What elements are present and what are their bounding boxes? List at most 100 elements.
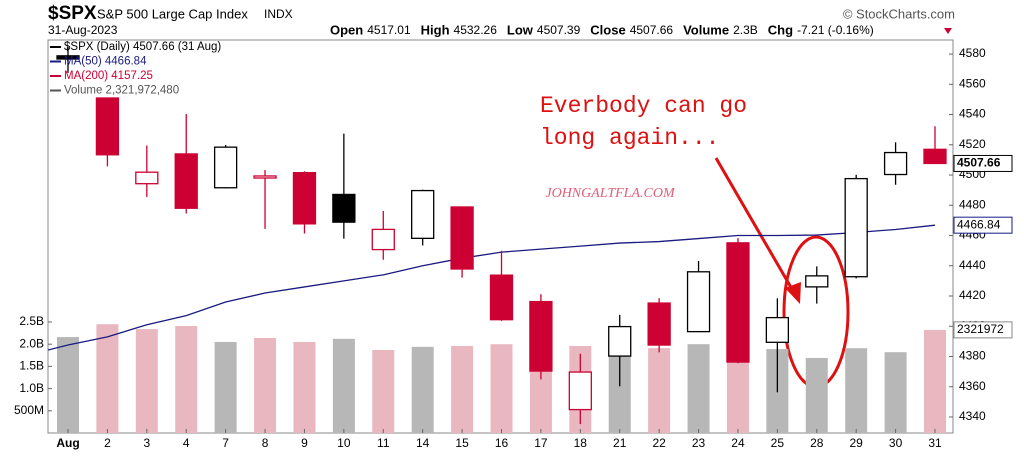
stat-value: 4532.26	[454, 23, 498, 37]
watermark: JOHNGALTFLA.COM	[545, 186, 676, 201]
candle-body	[608, 325, 632, 357]
y-tick-label: 4380	[959, 349, 986, 363]
arrow	[714, 157, 798, 297]
volume-bar	[254, 337, 277, 433]
y-tick-label: 4480	[959, 197, 986, 211]
index-name: S&P 500 Large Cap Index	[97, 6, 248, 21]
volume-bar	[293, 341, 316, 433]
value-tag-box	[953, 154, 1013, 172]
volume-bar	[648, 348, 671, 433]
y-tick-label: 4440	[959, 258, 986, 272]
y2-tick-label: 2.5B	[19, 314, 44, 328]
stat-label: High	[421, 22, 450, 37]
stat-value: 4517.01	[367, 23, 411, 37]
volume-bar	[372, 349, 395, 433]
x-tick-label: 16	[495, 436, 509, 450]
volume-bar	[490, 344, 513, 433]
value-tag-box	[953, 321, 1013, 339]
candle-body	[844, 177, 868, 278]
x-tick-label: 21	[613, 436, 627, 450]
candle-body	[765, 316, 790, 343]
annotation: Everbody can go	[540, 93, 747, 119]
volume-bar	[332, 338, 355, 433]
plot	[48, 47, 947, 433]
stat-label: Close	[590, 22, 625, 37]
x-tick-label: 29	[850, 436, 864, 450]
x-tick-label: 10	[337, 436, 351, 450]
volume-bar	[924, 329, 946, 433]
x-tick-label: 14	[416, 436, 430, 450]
volume-bar	[135, 329, 158, 433]
volume-bar	[214, 341, 237, 433]
volume-bar	[805, 357, 828, 433]
volume-bar	[96, 324, 119, 433]
candle-body	[450, 206, 474, 270]
x-tick-label: 22	[652, 436, 666, 450]
x-tick-label: 24	[731, 436, 745, 450]
stat-label: Chg	[768, 22, 793, 37]
legend-label: Volume 2,321,972,480	[64, 85, 179, 97]
volume-bar	[57, 337, 79, 433]
x-tick-label: 8	[262, 436, 269, 450]
value-tag: 4466.84	[957, 217, 1001, 231]
x-tick-label: 25	[771, 436, 785, 450]
y-tick-label: 4360	[959, 379, 986, 393]
value-tag: 2321972	[957, 322, 1004, 336]
candle-body	[686, 271, 711, 333]
x-tick-label: Aug	[56, 436, 79, 450]
x-tick-label: 31	[928, 436, 942, 450]
exchange: INDX	[264, 7, 293, 21]
stat-value: 2.3B	[733, 23, 758, 37]
stat-value: -7.21 (-0.16%)	[797, 23, 874, 37]
volume-bar	[608, 340, 631, 433]
volume-bar	[687, 344, 710, 433]
down-arrow	[944, 28, 952, 34]
volume-bar	[175, 325, 198, 433]
candle-body	[923, 148, 947, 165]
x-tick-label: 2	[104, 436, 111, 450]
legend-label: $SPX (Daily) 4507.66 (31 Aug)	[64, 41, 221, 53]
date: 31-Aug-2023	[48, 23, 118, 37]
candle-body	[95, 97, 120, 156]
y-tick-label: 4420	[959, 288, 986, 302]
x-tick-label: 28	[810, 436, 824, 450]
value-tag: 4507.66	[957, 156, 1001, 170]
candle-body	[371, 228, 395, 251]
arrow-head	[785, 282, 801, 304]
x-tick-label: 18	[574, 436, 588, 450]
stat-value: 4507.66	[630, 23, 674, 37]
y-tick-label: 4340	[959, 409, 986, 423]
value-tag-box	[953, 216, 1013, 234]
candle-body	[568, 371, 592, 411]
y2-tick-label: 2.0B	[19, 336, 44, 350]
stat-label: Volume	[683, 22, 729, 37]
candle-body	[411, 189, 435, 239]
stats: Open 4517.01 High 4532.26 Low 4507.39 Close 450…	[330, 22, 874, 37]
y2-tick-label: 500M	[14, 403, 44, 417]
x-tick-label: 4	[183, 436, 190, 450]
legend-label: MA(200) 4157.25	[64, 70, 153, 82]
x-tick-label: 7	[222, 436, 229, 450]
y-tick-label: 4520	[959, 137, 986, 151]
x-tick-label: 17	[534, 436, 548, 450]
credit: © StockCharts.com	[843, 6, 955, 21]
y-tick-label: 4540	[959, 107, 986, 121]
candle-body	[56, 55, 80, 60]
candle-body	[647, 302, 671, 346]
candle-body	[332, 193, 356, 223]
x-tick-label: 9	[301, 436, 308, 450]
volume-bar	[845, 348, 868, 433]
candle-body	[213, 146, 238, 189]
ma50-line	[48, 224, 936, 351]
symbol: $SPX	[48, 3, 97, 24]
x-tick-label: 11	[377, 436, 390, 450]
candle-body	[135, 171, 159, 185]
y2-tick-label: 1.5B	[19, 359, 44, 373]
candle-body	[292, 172, 317, 225]
stat-label: Open	[330, 22, 363, 37]
candle-body	[805, 275, 829, 288]
x-tick-label: 3	[143, 436, 150, 450]
stat-label: Low	[507, 22, 534, 37]
candle-body	[489, 274, 514, 321]
